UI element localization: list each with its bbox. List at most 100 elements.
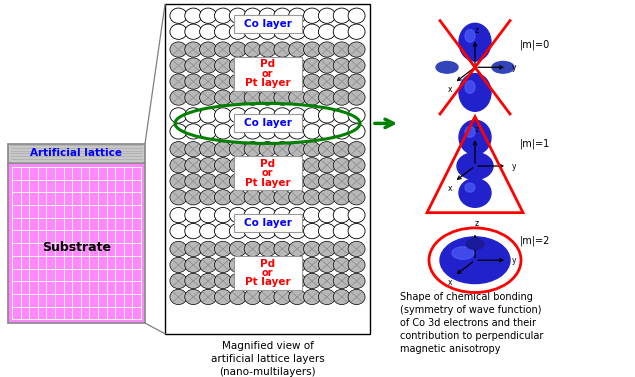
Circle shape [333,24,351,39]
Circle shape [170,42,187,57]
Circle shape [199,90,217,105]
Ellipse shape [465,30,475,42]
Circle shape [229,42,246,57]
Text: |m|=1: |m|=1 [520,138,551,149]
Circle shape [318,42,335,57]
Circle shape [244,42,261,57]
Circle shape [318,190,335,205]
Circle shape [304,24,321,39]
Circle shape [333,8,351,23]
Bar [234,156,302,190]
Circle shape [199,190,217,205]
Circle shape [199,207,217,223]
Circle shape [348,8,365,23]
Circle shape [215,124,232,139]
Circle shape [304,224,321,239]
Circle shape [274,158,291,173]
Circle shape [215,58,232,73]
Circle shape [318,74,335,89]
Bar [234,57,302,90]
Circle shape [259,190,276,205]
Circle shape [304,142,321,157]
Circle shape [289,241,305,256]
Text: or: or [262,69,273,78]
Circle shape [348,241,365,256]
Circle shape [318,257,335,273]
Circle shape [215,241,232,256]
Circle shape [304,90,321,105]
Circle shape [289,190,305,205]
Circle shape [304,241,321,256]
Circle shape [289,90,305,105]
Circle shape [274,241,291,256]
Bar [165,5,370,334]
Circle shape [185,24,202,39]
Text: Pt layer: Pt layer [244,78,290,88]
Ellipse shape [452,247,474,259]
Circle shape [259,257,276,273]
Circle shape [215,158,232,173]
Circle shape [318,108,335,123]
Circle shape [318,8,335,23]
Circle shape [215,273,232,288]
Circle shape [348,108,365,123]
Circle shape [215,24,232,39]
Text: z: z [475,219,479,228]
Circle shape [274,74,291,89]
Circle shape [170,273,187,288]
Circle shape [170,224,187,239]
Bar [234,115,302,132]
Circle shape [170,124,187,139]
Circle shape [259,142,276,157]
Circle shape [259,8,276,23]
Circle shape [333,174,351,189]
Circle shape [185,241,202,256]
Circle shape [229,273,246,288]
Circle shape [199,58,217,73]
Circle shape [170,190,187,205]
Circle shape [185,90,202,105]
Circle shape [229,289,246,305]
Circle shape [199,224,217,239]
Circle shape [348,24,365,39]
Circle shape [259,58,276,73]
Ellipse shape [457,153,493,179]
Circle shape [259,241,276,256]
Circle shape [333,90,351,105]
Circle shape [244,174,261,189]
Circle shape [274,24,291,39]
Circle shape [318,241,335,256]
Circle shape [229,158,246,173]
Circle shape [244,241,261,256]
Circle shape [304,8,321,23]
Circle shape [274,174,291,189]
Ellipse shape [459,23,491,61]
Circle shape [170,8,187,23]
Ellipse shape [436,61,458,73]
Circle shape [215,190,232,205]
Text: Shape of chemical bonding
(symmetry of wave function)
of Co 3d electrons and the: Shape of chemical bonding (symmetry of w… [400,292,544,354]
Circle shape [199,24,217,39]
Text: y: y [512,161,516,170]
Circle shape [185,142,202,157]
Text: z: z [475,125,479,134]
Circle shape [170,90,187,105]
Circle shape [185,289,202,305]
Circle shape [274,273,291,288]
Circle shape [215,142,232,157]
Circle shape [170,108,187,123]
Circle shape [348,90,365,105]
Circle shape [348,289,365,305]
Circle shape [199,241,217,256]
Circle shape [244,142,261,157]
Ellipse shape [465,81,475,93]
Circle shape [333,58,351,73]
Circle shape [259,24,276,39]
Circle shape [289,273,305,288]
Circle shape [333,224,351,239]
Circle shape [318,273,335,288]
Circle shape [333,124,351,139]
Text: Pd: Pd [260,159,275,169]
Circle shape [304,158,321,173]
Circle shape [289,24,305,39]
